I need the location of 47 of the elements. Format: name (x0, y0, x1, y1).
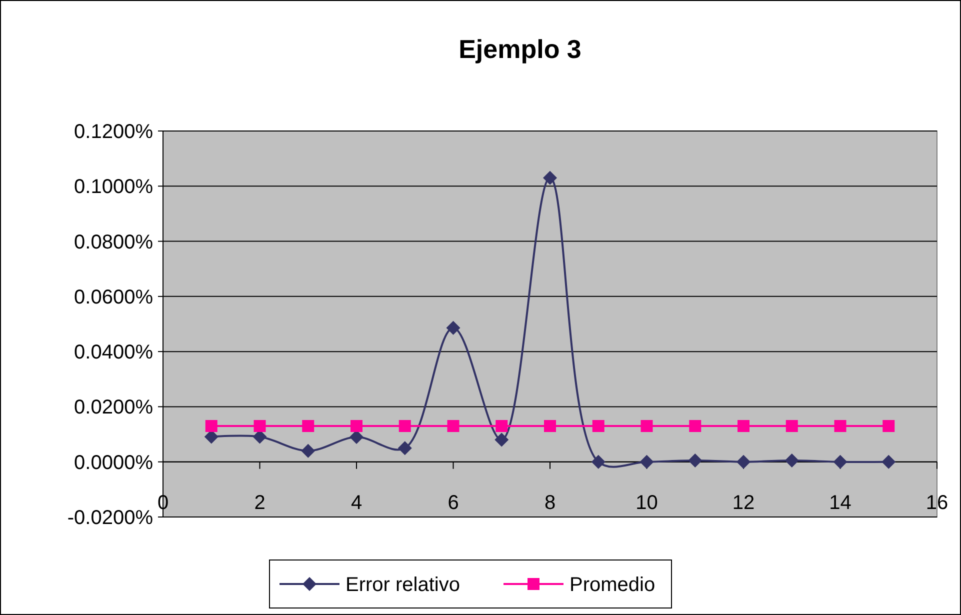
legend-label: Error relativo (346, 574, 460, 596)
point (544, 420, 556, 432)
x-tick-label: 6 (448, 492, 459, 514)
point (398, 420, 411, 432)
x-tick-label: 16 (926, 492, 948, 514)
point (640, 420, 653, 432)
point (350, 430, 364, 444)
y-tick-label: 0.0600% (74, 286, 154, 308)
point (689, 420, 702, 432)
x-tick-label: 2 (254, 492, 266, 514)
point (736, 454, 750, 469)
point (738, 420, 750, 432)
point (591, 454, 606, 469)
point (205, 420, 218, 432)
y-tick-label: -0.0200% (67, 507, 154, 529)
legend-label: Promedio (570, 574, 656, 596)
point (786, 420, 798, 432)
point (833, 454, 848, 469)
x-tick-label: 4 (350, 492, 362, 514)
y-tick-label: 0.0800% (74, 231, 154, 254)
y-tick-label: 0.1200% (74, 121, 154, 143)
point (301, 444, 316, 458)
point (447, 420, 460, 432)
point (398, 441, 412, 456)
point (882, 420, 895, 432)
x-tick-label: 14 (829, 492, 852, 514)
x-tick-label: 8 (544, 492, 556, 514)
point (302, 420, 314, 432)
point (784, 453, 799, 468)
point (446, 320, 460, 335)
y-tick-label: 0.0200% (74, 396, 154, 419)
x-tick-label: 12 (732, 492, 755, 514)
x-tick-label: 10 (636, 492, 658, 514)
y-tick-label: 0.1000% (74, 176, 154, 198)
point (543, 170, 557, 185)
point (494, 432, 509, 447)
point (254, 420, 266, 432)
point (882, 454, 896, 469)
point (640, 454, 654, 469)
chart-title: Ejemplo 3 (458, 34, 582, 64)
point (592, 420, 604, 432)
point (496, 420, 508, 432)
y-tick-label: 0.0400% (74, 342, 154, 364)
point (834, 420, 846, 432)
point (350, 420, 362, 432)
point (688, 453, 702, 468)
y-tick-label: 0.0000% (74, 452, 154, 474)
